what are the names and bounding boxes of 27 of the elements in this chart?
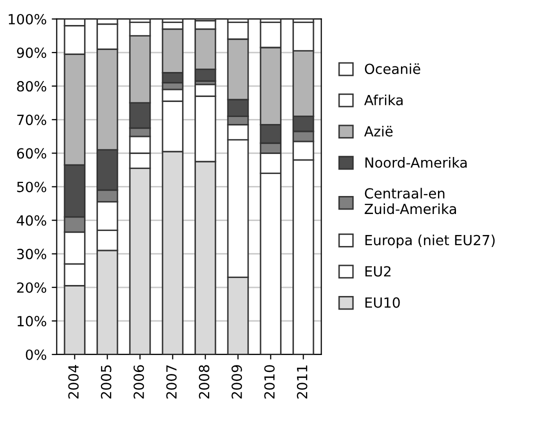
x-tick-label: 2011 — [296, 365, 308, 399]
legend-label: EU2 — [365, 266, 390, 277]
y-tick-label: 10% — [18, 316, 46, 326]
y-tick-label: 100% — [8, 14, 46, 24]
y-tick-label: 40% — [16, 215, 46, 226]
x-tick-label: 2004 — [68, 364, 79, 399]
x-tick-label: 2009 — [232, 365, 242, 399]
legend-label: Noord-Amerika — [365, 157, 467, 168]
legend-label: Oceanië — [364, 63, 420, 74]
x-tick-label: 2006 — [134, 365, 144, 399]
legend-label: Europa (niet EU27) — [365, 234, 495, 248]
legend-label: EU10 — [365, 297, 400, 308]
x-tick-label: 2010 — [264, 365, 275, 399]
y-tick-label: 20% — [17, 282, 46, 293]
y-tick-label: 60% — [17, 148, 46, 159]
y-tick-label: 50% — [17, 182, 46, 192]
legend-label: Afrika — [364, 94, 403, 106]
y-tick-label: 70% — [17, 114, 46, 126]
y-tick-label: 80% — [17, 81, 46, 92]
x-tick-label: 2008 — [198, 365, 210, 399]
y-tick-label: 0% — [26, 349, 46, 360]
x-tick-label: 2005 — [100, 365, 112, 399]
legend-label: Centraal-en Zuid-Amerika — [364, 188, 456, 214]
y-tick-label: 30% — [17, 248, 46, 260]
x-tick-label: 2007 — [166, 365, 177, 399]
y-tick-label: 90% — [16, 48, 46, 58]
legend-label: Azië — [364, 126, 393, 137]
